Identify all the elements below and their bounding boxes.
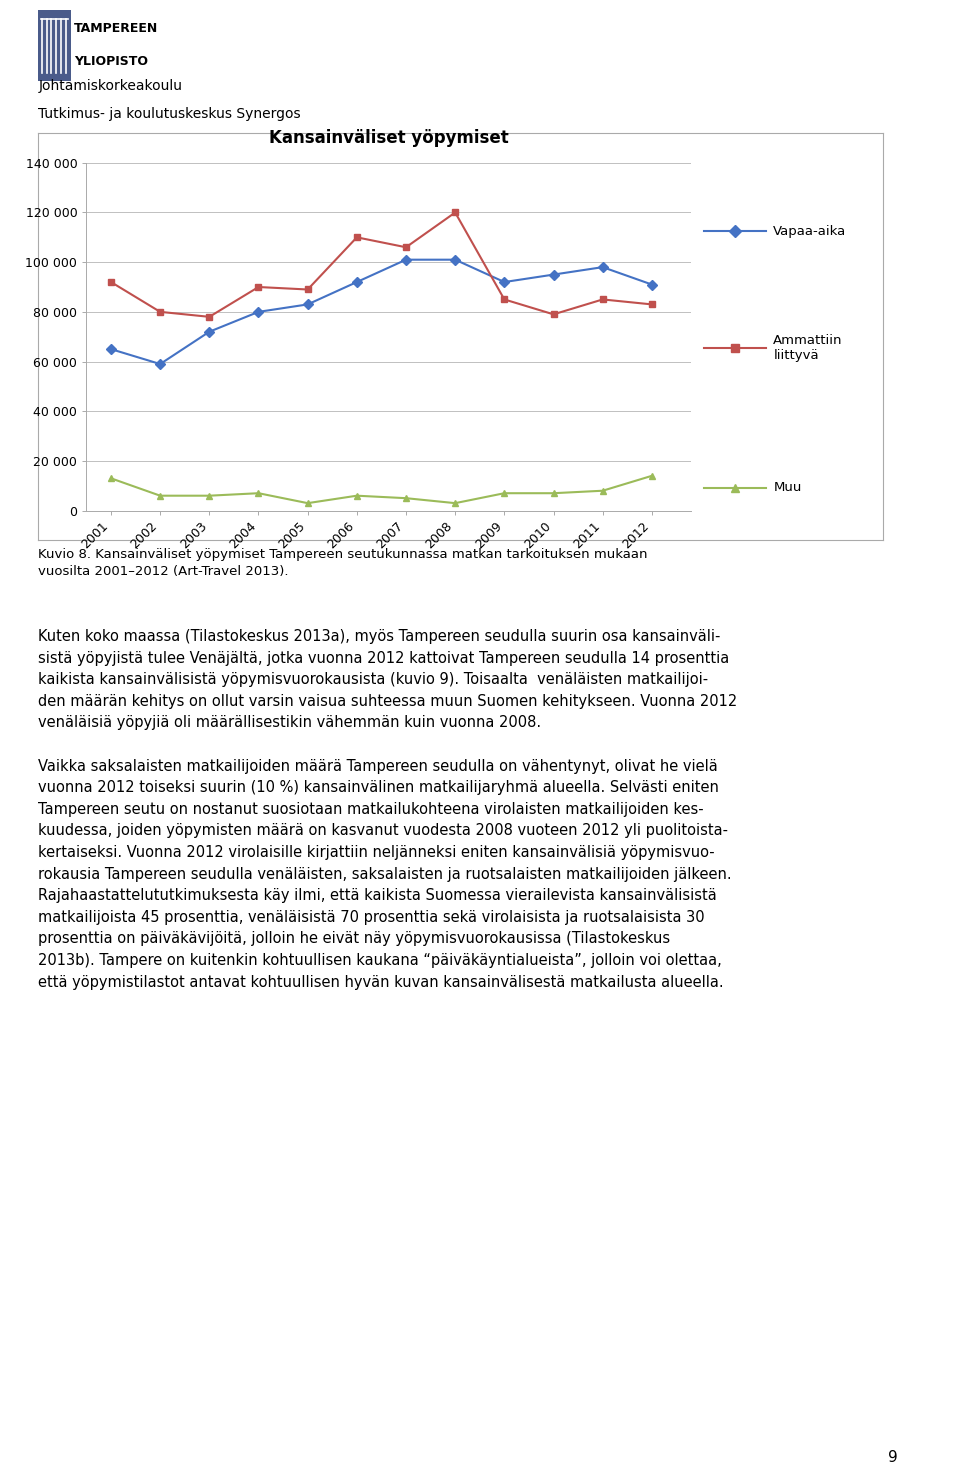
Text: TAMPEREEN: TAMPEREEN [74,22,158,34]
Text: Kuvio 8. Kansainväliset yöpymiset Tampereen seutukunnassa matkan tarkoituksen mu: Kuvio 8. Kansainväliset yöpymiset Tamper… [38,548,648,577]
Text: Vapaa-aika: Vapaa-aika [774,225,847,237]
Text: Tutkimus- ja koulutuskeskus Synergos: Tutkimus- ja koulutuskeskus Synergos [38,107,301,120]
Text: YLIOPISTO: YLIOPISTO [74,55,148,68]
Title: Kansainväliset yöpymiset: Kansainväliset yöpymiset [269,129,509,148]
Bar [38,10,71,81]
Text: Kuten koko maassa (Tilastokeskus 2013a), myös Tampereen seudulla suurin osa kans: Kuten koko maassa (Tilastokeskus 2013a),… [38,629,737,990]
Text: Muu: Muu [774,481,802,494]
Text: Ammattiin
liittyvä: Ammattiin liittyvä [774,334,843,363]
Text: Johtamiskorkeakoulu: Johtamiskorkeakoulu [38,78,182,93]
Text: 9: 9 [888,1450,898,1465]
